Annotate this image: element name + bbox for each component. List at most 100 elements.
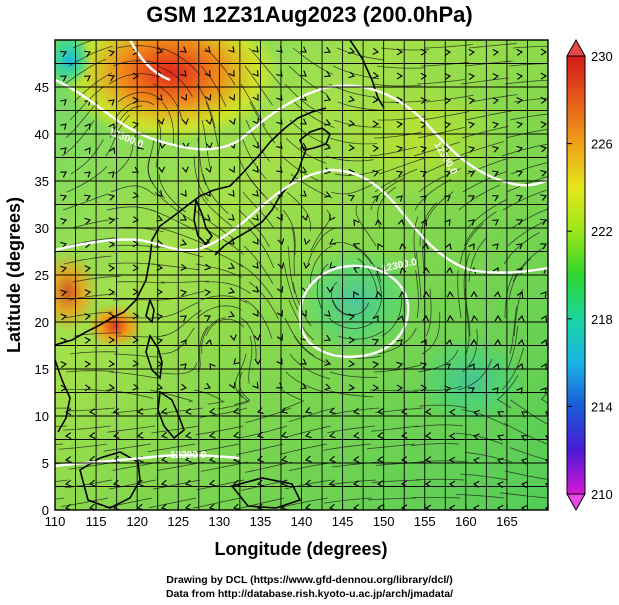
wind-arrow — [372, 96, 380, 104]
wind-arrow — [420, 97, 428, 104]
wind-arrow — [159, 142, 167, 150]
contour-label-4: 12300.0 — [170, 450, 207, 461]
wind-arrow — [64, 479, 72, 487]
wind-arrow — [280, 431, 288, 439]
wind-arrow — [516, 170, 524, 177]
streamline — [65, 370, 114, 373]
wind-arrow — [540, 169, 548, 177]
wind-arrow — [494, 314, 502, 322]
streamline — [64, 58, 107, 85]
streamline — [375, 407, 424, 413]
wind-arrow — [328, 431, 336, 439]
colorbar-tick-label: 210 — [591, 487, 613, 502]
wind-arrow — [252, 142, 259, 149]
wind-arrow — [204, 70, 211, 77]
wind-arrow — [132, 336, 140, 344]
wind-arrow — [472, 433, 480, 441]
wind-arrow — [348, 47, 356, 55]
wind-arrow — [132, 166, 139, 173]
wind-arrow — [324, 334, 331, 342]
wind-arrow — [60, 265, 68, 273]
wind-arrow — [329, 214, 336, 221]
wind-arrow — [108, 171, 115, 178]
streamline — [148, 497, 197, 509]
streamline — [203, 227, 245, 255]
wind-arrow — [132, 96, 140, 104]
streamline — [456, 432, 504, 445]
y-tick-label: 30 — [35, 221, 49, 236]
wind-arrow — [205, 166, 212, 174]
streamline — [285, 371, 329, 394]
streamline — [199, 245, 244, 268]
wind-arrow — [132, 360, 140, 367]
streamline — [468, 43, 517, 49]
wind-arrow — [544, 481, 548, 489]
wind-arrow — [84, 217, 92, 225]
wind-arrow — [303, 238, 311, 246]
wind-arrow — [448, 456, 456, 464]
streamline — [352, 244, 382, 283]
wind-arrow — [184, 455, 192, 463]
streamline — [419, 202, 437, 247]
streamline — [327, 425, 376, 434]
wind-arrow — [60, 50, 67, 58]
map-field: 12300.0 12300.0 12300.0 12300.0 — [55, 40, 548, 510]
streamline — [109, 371, 158, 379]
wind-arrow — [252, 286, 259, 293]
wind-arrow — [348, 313, 356, 321]
streamline — [103, 443, 152, 452]
wind-arrow — [60, 218, 68, 225]
wind-arrows — [60, 46, 548, 510]
streamline — [374, 168, 418, 193]
streamline — [503, 232, 540, 265]
wind-arrow — [517, 314, 525, 322]
wind-arrow — [446, 290, 454, 298]
streamline — [468, 237, 487, 283]
streamline — [105, 389, 154, 399]
wind-arrow — [420, 384, 428, 392]
wind-arrow — [160, 503, 168, 510]
x-tick-label: 140 — [291, 514, 313, 529]
wind-arrow — [470, 338, 478, 346]
wind-arrow — [108, 147, 116, 154]
wind-arrow — [492, 243, 499, 250]
streamline — [503, 422, 548, 445]
wind-arrow — [64, 432, 72, 440]
streamline — [512, 45, 548, 49]
streamline — [337, 101, 386, 111]
x-tick-label: 155 — [414, 514, 436, 529]
wind-arrow — [228, 94, 236, 101]
streamline — [160, 280, 210, 283]
colorbar-tick-label: 226 — [591, 137, 613, 152]
wind-arrow — [492, 146, 500, 153]
coastline-kamchatka — [349, 40, 385, 109]
wind-arrow — [277, 238, 285, 246]
streamline — [367, 443, 416, 450]
wind-arrow — [376, 480, 384, 488]
wind-arrow — [492, 195, 499, 202]
wind-arrow — [232, 407, 240, 415]
wind-arrow — [324, 70, 331, 78]
x-tick-label: 160 — [455, 514, 477, 529]
wind-arrow — [184, 407, 192, 415]
wind-arrow — [545, 434, 548, 442]
page-title: GSM 12Z31Aug2023 (200.0hPa) — [146, 2, 473, 27]
wind-arrow — [396, 72, 404, 80]
wind-arrow — [328, 455, 336, 463]
streamline — [411, 497, 461, 499]
wind-arrow — [228, 70, 235, 77]
wind-arrow — [156, 313, 164, 321]
coastline-new-guinea — [230, 477, 302, 509]
wind-arrow — [377, 243, 384, 250]
wind-arrow — [540, 121, 548, 129]
contour-north — [55, 78, 548, 187]
streamline — [205, 101, 219, 149]
wind-arrow — [348, 71, 356, 79]
wind-arrow — [181, 166, 189, 174]
streamline — [309, 245, 333, 286]
wind-arrow — [397, 314, 405, 322]
wind-arrow — [132, 121, 140, 129]
streamline — [238, 209, 270, 248]
streamline — [380, 47, 429, 51]
